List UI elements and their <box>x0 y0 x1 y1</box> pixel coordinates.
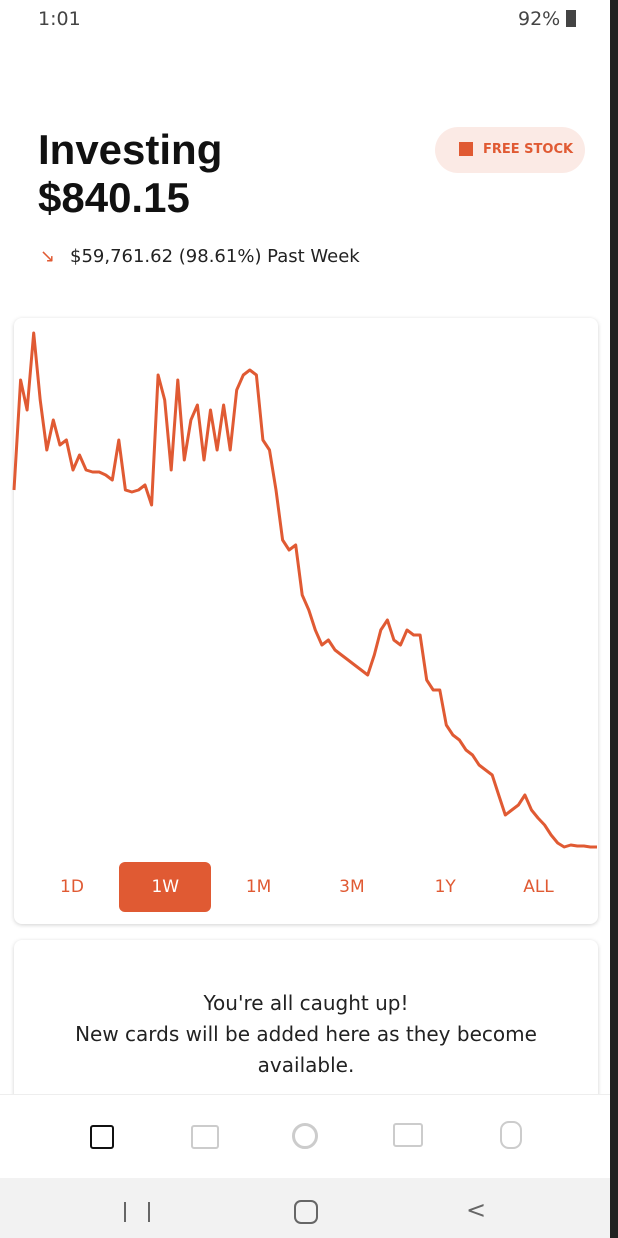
card-line: You're all caught up! <box>203 991 409 1015</box>
price-line <box>12 331 597 849</box>
period-button[interactable]: ALL <box>523 877 554 897</box>
time: 1:01 <box>38 8 81 30</box>
system-nav: < <box>0 1178 610 1238</box>
period-button[interactable]: 1W <box>119 862 212 912</box>
tab-investing[interactable] <box>90 1125 114 1149</box>
down-arrow: ↘ <box>40 246 56 267</box>
card-text: You're all caught up! New cards will be a… <box>54 988 558 1081</box>
battery-icon <box>566 10 576 27</box>
period-button[interactable]: 1Y <box>434 877 456 897</box>
tab-messages[interactable] <box>393 1123 423 1147</box>
period-button[interactable]: 3M <box>339 877 365 897</box>
recents-button[interactable] <box>124 1202 150 1222</box>
portfolio-value: $840.15 <box>38 174 190 221</box>
card-line: New cards will be added here as they bec… <box>75 1022 537 1077</box>
edge <box>610 0 618 1238</box>
change: $59,761.62 (98.61%) Past Week <box>70 246 360 267</box>
tab-search[interactable] <box>292 1123 318 1149</box>
back-button[interactable]: < <box>466 1196 487 1224</box>
info-card: You're all caught up! New cards will be a… <box>14 940 598 1110</box>
chart <box>12 331 597 849</box>
home-button[interactable] <box>294 1200 318 1224</box>
period-button[interactable]: 1M <box>245 877 272 897</box>
battery: 92% <box>518 8 561 30</box>
title: Investing <box>38 126 223 173</box>
tab-bar <box>0 1094 610 1179</box>
gift-icon <box>459 142 473 156</box>
tab-account[interactable] <box>500 1121 522 1149</box>
free-stock-button[interactable]: FREE STOCK <box>435 127 585 173</box>
tab-wallet[interactable] <box>191 1125 219 1149</box>
period-button[interactable]: 1D <box>60 877 84 897</box>
button-label: FREE STOCK <box>483 142 574 157</box>
